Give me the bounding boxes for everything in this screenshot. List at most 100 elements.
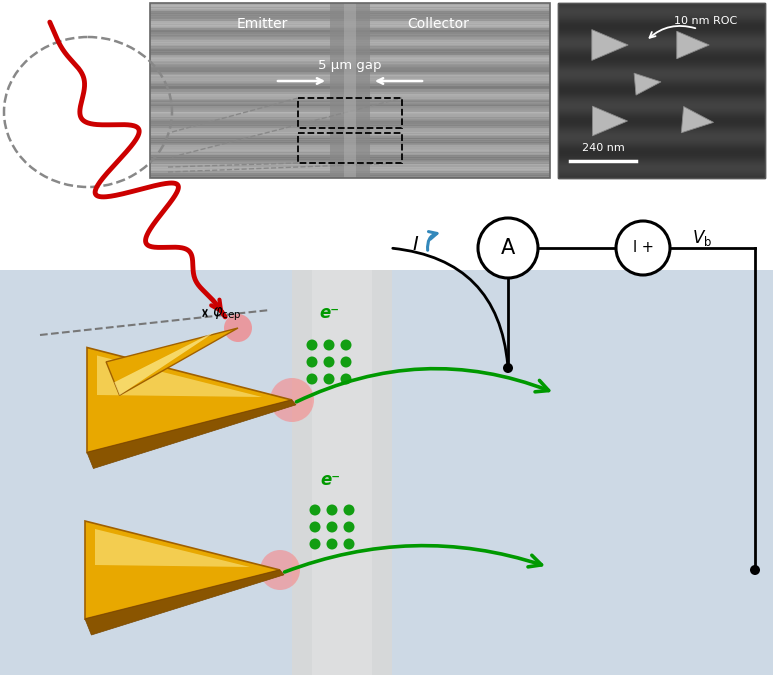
Circle shape bbox=[326, 539, 338, 549]
Bar bbox=[150, 26, 550, 27]
Bar bbox=[150, 47, 550, 48]
Bar bbox=[558, 132, 765, 133]
Bar bbox=[150, 42, 550, 43]
Circle shape bbox=[224, 314, 252, 342]
Circle shape bbox=[307, 373, 318, 385]
Bar bbox=[150, 52, 550, 53]
Text: e⁻: e⁻ bbox=[319, 304, 339, 322]
Bar bbox=[558, 159, 765, 160]
Bar bbox=[558, 32, 765, 33]
Bar bbox=[558, 108, 765, 109]
Circle shape bbox=[343, 539, 355, 549]
Bar bbox=[150, 60, 550, 61]
Bar bbox=[558, 51, 765, 52]
Bar bbox=[150, 81, 550, 82]
Bar bbox=[558, 112, 765, 113]
Bar bbox=[150, 112, 550, 113]
Bar bbox=[150, 10, 550, 11]
Bar bbox=[558, 143, 765, 144]
Bar bbox=[150, 174, 550, 175]
Bar bbox=[558, 163, 765, 164]
Bar bbox=[150, 136, 550, 137]
Bar bbox=[558, 94, 765, 95]
Bar bbox=[150, 49, 550, 50]
Bar bbox=[558, 122, 765, 123]
Bar bbox=[558, 171, 765, 172]
Circle shape bbox=[260, 550, 300, 590]
Bar bbox=[558, 79, 765, 80]
Bar bbox=[558, 115, 765, 116]
Bar bbox=[150, 166, 550, 167]
Bar bbox=[558, 131, 765, 132]
Bar bbox=[150, 96, 550, 97]
Bar bbox=[150, 173, 550, 174]
Polygon shape bbox=[634, 73, 661, 95]
Bar bbox=[558, 67, 765, 68]
Bar bbox=[150, 34, 550, 35]
Bar bbox=[558, 23, 765, 24]
Bar bbox=[558, 113, 765, 114]
Bar bbox=[150, 16, 550, 17]
Bar bbox=[558, 57, 765, 58]
Bar bbox=[150, 90, 550, 91]
Bar bbox=[150, 127, 550, 128]
Bar bbox=[558, 107, 765, 108]
Bar bbox=[558, 34, 765, 35]
Circle shape bbox=[323, 340, 335, 350]
Bar bbox=[150, 11, 550, 12]
Bar bbox=[558, 150, 765, 151]
Bar bbox=[150, 157, 550, 158]
Bar bbox=[558, 80, 765, 81]
Bar bbox=[150, 70, 550, 71]
Bar bbox=[292, 270, 392, 675]
Bar bbox=[150, 19, 550, 20]
Bar bbox=[150, 51, 550, 52]
Bar bbox=[558, 3, 765, 178]
Bar bbox=[558, 111, 765, 112]
Bar bbox=[150, 113, 550, 114]
Bar bbox=[558, 130, 765, 131]
Bar bbox=[150, 13, 550, 14]
Bar bbox=[150, 32, 550, 33]
Circle shape bbox=[616, 221, 670, 275]
Bar bbox=[558, 66, 765, 67]
Bar bbox=[150, 33, 550, 34]
Bar bbox=[558, 65, 765, 66]
Bar bbox=[558, 83, 765, 84]
Bar bbox=[150, 97, 550, 98]
Bar bbox=[558, 117, 765, 118]
Bar bbox=[150, 131, 550, 132]
Bar bbox=[150, 71, 550, 72]
Bar bbox=[558, 11, 765, 12]
Bar bbox=[558, 104, 765, 105]
Polygon shape bbox=[681, 107, 713, 133]
Bar bbox=[558, 136, 765, 137]
Bar bbox=[150, 4, 550, 5]
Circle shape bbox=[326, 504, 338, 516]
Bar bbox=[558, 87, 765, 88]
Bar bbox=[150, 57, 550, 58]
Bar bbox=[558, 166, 765, 167]
Bar bbox=[150, 25, 550, 26]
Bar bbox=[558, 19, 765, 20]
Bar bbox=[150, 163, 550, 164]
Polygon shape bbox=[95, 529, 250, 567]
Text: A: A bbox=[501, 238, 515, 258]
Bar bbox=[150, 150, 550, 151]
Bar bbox=[558, 101, 765, 102]
Bar bbox=[558, 152, 765, 153]
Bar bbox=[150, 75, 550, 76]
Bar bbox=[558, 120, 765, 121]
Bar bbox=[558, 153, 765, 154]
Bar bbox=[150, 98, 550, 99]
Bar bbox=[150, 62, 550, 63]
Bar bbox=[150, 149, 550, 150]
Bar bbox=[150, 156, 550, 157]
Bar bbox=[150, 24, 550, 25]
Bar bbox=[312, 270, 372, 675]
Bar bbox=[558, 3, 765, 178]
Bar bbox=[150, 17, 550, 18]
Polygon shape bbox=[97, 356, 262, 397]
Bar bbox=[150, 171, 550, 172]
Bar bbox=[558, 151, 765, 152]
